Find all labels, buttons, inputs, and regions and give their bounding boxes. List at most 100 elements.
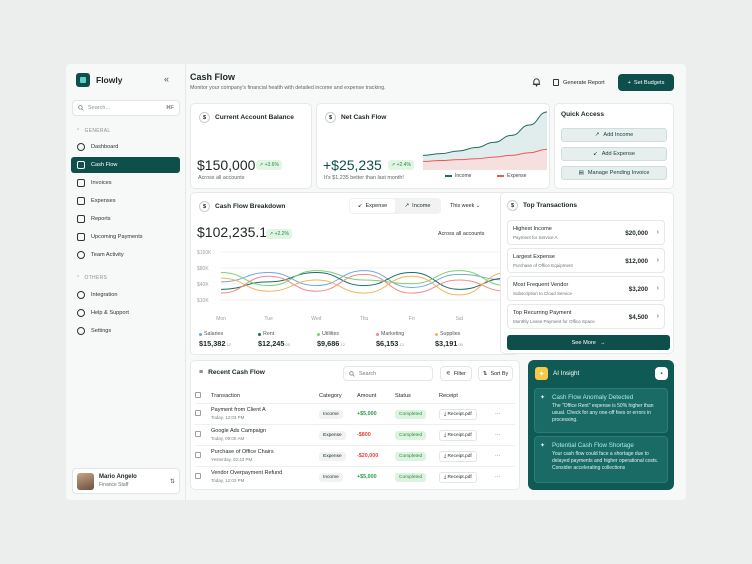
sidebar-item-settings[interactable]: Settings [71,323,180,339]
recent-cash-flow-table: Transaction Category Amount Status Recei… [195,389,515,487]
col-amount: Amount [357,392,377,399]
top-transaction-item[interactable]: Highest Income Payment for Service A $20… [507,220,665,245]
receipt-download-button[interactable]: ⤓ Receipt.pdf [439,429,477,441]
user-profile[interactable]: Mario Angelo Finance Staff ⇅ [72,468,180,494]
help-icon [77,309,85,317]
brand[interactable]: Flowly [76,73,122,87]
row-checkbox[interactable] [195,472,201,479]
logo-icon [76,73,90,87]
x-tick-label: Mon [216,316,226,322]
breakdown-value: $102,235.1 [197,224,268,240]
net-title: $ Net Cash Flow [325,112,386,123]
more-options-icon[interactable]: ⋯ [495,465,515,487]
plus-icon: + [627,79,631,86]
sidebar-item-integration[interactable]: Integration [71,287,180,303]
breakdown-note: Across all accounts [438,231,485,237]
category-badge: Income [319,409,343,419]
recent-cash-flow-card: ≡ Recent Cash Flow Search ⚟ Filter ⇅ Sort … [190,360,520,490]
chat-icon[interactable]: ▪ [655,367,668,380]
filter-icon: ⚟ [446,370,451,377]
search-input[interactable]: Search... ⌘F [72,100,180,116]
top-transaction-item[interactable]: Most Frequent Vendor Subscription to Clo… [507,276,665,301]
legend-income-swatch [445,175,452,177]
set-budgets-button[interactable]: + Set Budgets [618,74,674,91]
sidebar-item-cash-flow[interactable]: Cash Flow [71,157,180,173]
legend-salaries-dot [199,332,202,336]
sidebar-item-help-support[interactable]: Help & Support [71,305,180,321]
dollar-icon: $ [325,112,336,123]
sidebar-item-invoices[interactable]: Invoices [71,175,180,191]
amount-cell: +$5,000 [357,402,395,424]
sort-button[interactable]: ⇅ Sort By [478,366,514,381]
insight-card[interactable]: ✦ Potential Cash Flow Shortage Your cash… [534,436,668,483]
search-icon [78,105,84,111]
chevron-right-icon: › [656,285,659,292]
legend-salaries: Salaries $15,382.12 [199,331,231,348]
more-options-icon[interactable]: ⋯ [495,402,515,424]
team-icon [77,251,85,259]
chevron-right-icon: › [656,229,659,236]
breakdown-title: $ Cash Flow Breakdown [199,201,285,212]
sidebar-item-team-activity[interactable]: Team Activity [71,247,180,263]
x-tick-label: Thu [360,316,369,322]
col-transaction: Transaction [211,392,241,399]
top-transaction-item[interactable]: Top Recurring Payment Monthly Lease Paym… [507,304,665,329]
x-tick-label: Fri [409,316,415,322]
period-select[interactable]: This week ⌄ [450,203,481,209]
amount-cell: -$20,000 [357,444,395,466]
row-checkbox[interactable] [195,451,201,458]
series-line-marketing [220,273,508,294]
sidebar-item-upcoming-payments[interactable]: Upcoming Payments [71,229,180,245]
table-row[interactable]: Vendor Overpayment Refund Today, 12:03 PM… [195,465,515,487]
x-tick-label: Tue [264,316,273,322]
row-checkbox[interactable] [195,430,201,437]
insight-card[interactable]: ✦ Cash Flow Anomaly Detected The "Office… [534,388,668,433]
tab-income[interactable]: ↗ Income [404,203,431,209]
add-expense-button[interactable]: ↙ Add Expense [561,147,667,161]
report-icon [77,215,85,223]
net-change-badge: ↗ +2.4% [388,160,414,170]
select-all-checkbox[interactable] [195,391,201,398]
arrow-up-right-icon: ↗ [594,132,600,138]
receipt-download-button[interactable]: ⤓ Receipt.pdf [439,471,477,483]
bell-icon[interactable] [532,77,541,89]
table-row[interactable]: Payment from Client A Today, 12:03 PM Inc… [195,402,515,424]
legend-rent-dot [258,332,261,336]
filter-button[interactable]: ⚟ Filter [440,366,472,381]
add-income-button[interactable]: ↗ Add Income [561,128,667,142]
legend-supplies-dot [435,332,438,336]
row-checkbox[interactable] [195,409,201,416]
legend-utilities-dot [317,332,320,336]
receipt-download-button[interactable]: ⤓ Receipt.pdf [439,408,477,420]
quick-access-card: Quick Access ↗ Add Income ↙ Add Expense ▤ M… [554,103,674,189]
expense-icon [77,197,85,205]
others-section-label: ⌃ OTHERS [76,275,108,281]
sidebar-item-reports[interactable]: Reports [71,211,180,227]
page-title: Cash Flow [190,72,236,82]
document-icon [553,79,559,86]
sidebar-item-expenses[interactable]: Expenses [71,193,180,209]
more-options-icon[interactable]: ⋯ [495,444,515,466]
receipt-download-button[interactable]: ⤓ Receipt.pdf [439,450,477,462]
manage-pending-invoice-button[interactable]: ▤ Manage Pending Invoice [561,166,667,180]
calendar-icon [77,233,85,241]
cash-flow-icon [77,161,85,169]
col-receipt: Receipt [439,392,458,399]
see-more-button[interactable]: See More → [507,335,670,350]
collapse-sidebar-icon[interactable]: « [164,74,170,84]
table-row[interactable]: Purchase of Office Chairs Yesterday, 02:4… [195,444,515,466]
top-transaction-item[interactable]: Largest Expense Purchase of Office Equip… [507,248,665,273]
recent-search-input[interactable]: Search [343,366,433,381]
chevron-right-icon: › [656,313,659,320]
legend-income: Income [445,173,471,179]
more-options-icon[interactable]: ⋯ [495,423,515,445]
chevron-updown-icon: ⇅ [169,478,175,485]
legend-expense-swatch [497,175,504,177]
generate-report-button[interactable]: Generate Report [547,74,611,91]
tab-expense[interactable]: ↙ Expense [350,199,395,213]
balance-change-badge: ↗ +3.6% [256,160,282,170]
net-cash-flow-card: $ Net Cash Flow +$25,235 ↗ +2.4% It's $1… [316,103,550,189]
sidebar-item-dashboard[interactable]: Dashboard [71,139,180,155]
table-row[interactable]: Google Ads Campaign Today, 09:00 AM Expen… [195,423,515,445]
chevron-down-icon: ⌄ [475,203,481,209]
